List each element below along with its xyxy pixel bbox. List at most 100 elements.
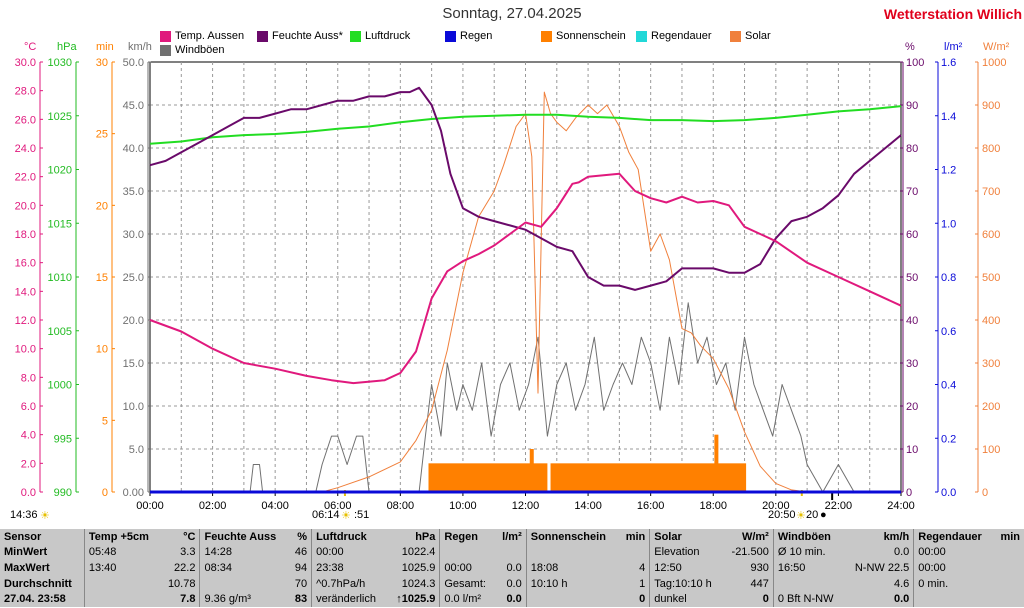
- sun-icon: ☀: [40, 510, 50, 522]
- table-header: °C: [183, 530, 196, 543]
- station-name[interactable]: Wetterstation Willich: [883, 6, 1022, 22]
- table-cell: Tag:10:10 h: [649, 575, 723, 592]
- sun-markers: 14:36 ☀ 06:14 ☀ :51 20:50 ☀ 20 ●: [0, 509, 1024, 523]
- legend-item-humidity[interactable]: Feuchte Auss*: [257, 30, 343, 42]
- axis-tick-label-minutes: 30: [96, 57, 108, 69]
- table-cell: 08:34: [199, 560, 289, 576]
- x-tick-label: 04:00: [261, 500, 289, 512]
- x-tick-label: 20:00: [762, 500, 790, 512]
- axis-tick-label-humidity: 0: [906, 487, 912, 499]
- axis-tick-label-pressure: 1020: [48, 165, 72, 177]
- sunshine-block: [550, 463, 747, 492]
- table-header: Regen: [439, 529, 496, 545]
- sunset-suffix: 20: [806, 509, 819, 521]
- table-cell: 1: [639, 577, 646, 590]
- sunrise-time: 06:14: [312, 509, 340, 521]
- axis-tick-label-wind: 5.0: [129, 444, 144, 456]
- legend-item-solar[interactable]: Solar: [730, 30, 771, 42]
- sunrise-suffix: :51: [354, 509, 370, 521]
- axis-tick-label-wind: 20.0: [123, 315, 144, 327]
- table-cell: 1024.3: [401, 577, 436, 590]
- axis-unit-solar: W/m²: [983, 41, 1010, 53]
- axis-tick-label-solar: 300: [982, 358, 1000, 370]
- axis-tick-label-temp: 4.0: [21, 430, 36, 442]
- table-cell: 930: [750, 561, 769, 574]
- axis-tick-label-rain: 0.4: [941, 380, 956, 392]
- table-cell: [619, 545, 650, 561]
- axis-tick-label-temp: 28.0: [15, 86, 36, 98]
- table-cell: 0.0: [506, 561, 522, 574]
- chart-grid: [149, 61, 902, 493]
- table-cell: [772, 575, 845, 592]
- table-cell: 94: [294, 561, 308, 574]
- axis-tick-label-temp: 26.0: [15, 114, 36, 126]
- x-tick-label: 22:00: [825, 500, 853, 512]
- axis-unit-minutes: min: [96, 41, 114, 53]
- table-cell: 7.8: [180, 593, 196, 606]
- table-cell: [439, 544, 496, 561]
- table-cell: Durchschnitt: [4, 577, 72, 590]
- axis-unit-temp: °C: [24, 41, 36, 53]
- legend-label-solar: Solar: [745, 30, 771, 42]
- axis-tick-label-wind: 30.0: [123, 229, 144, 241]
- table-header: %: [297, 530, 308, 543]
- table-cell: 0.0: [893, 546, 910, 559]
- axis-tick-label-pressure: 1030: [48, 57, 72, 69]
- table-header: Luftdruck: [311, 529, 388, 545]
- axis-tick-label-humidity: 90: [906, 100, 918, 112]
- table-header: Temp +5cm: [83, 529, 161, 545]
- axis-tick-label-rain: 1.0: [941, 218, 956, 230]
- axis-tick-label-solar: 700: [982, 186, 1000, 198]
- weather-chart: 00:00 02:00 04:00 06:00 08:00 10:00 12:00 14:00…: [15, 41, 1010, 512]
- table-cell: 0.0 l/m²: [439, 591, 496, 607]
- legend-item-pressure[interactable]: Luftdruck: [350, 30, 410, 42]
- sunset-icon: ☀: [796, 510, 806, 522]
- table-header: Windböen: [772, 529, 845, 545]
- legend-item-rain-duration[interactable]: Regendauer: [636, 30, 712, 42]
- x-tick-label: 10:00: [449, 500, 477, 512]
- table-header: Solar: [649, 529, 723, 545]
- table-cell: 12:50: [649, 560, 723, 576]
- moon-icon: ●: [820, 509, 827, 521]
- series-line-feuchte-auss-: [149, 86, 902, 291]
- x-tick-label: 08:00: [387, 500, 415, 512]
- axis-tick-label-temp: 0.0: [21, 487, 36, 499]
- table-cell: ↑1025.9: [396, 593, 436, 606]
- table-cell: MinWert: [4, 546, 48, 559]
- axis-tick-label-wind: 15.0: [123, 358, 144, 370]
- table-header: Regendauer: [913, 529, 994, 545]
- axis-tick-label-rain: 0.0: [941, 487, 956, 499]
- table-cell: 4.6: [893, 577, 910, 590]
- chart-title: Sonntag, 27.04.2025: [442, 5, 582, 22]
- sunshine-block: [428, 463, 548, 492]
- table-header: min: [1000, 530, 1020, 543]
- table-cell: 447: [750, 577, 769, 590]
- table-cell: [83, 575, 161, 592]
- left-time: 14:36: [10, 509, 38, 521]
- axis-tick-label-temp: 22.0: [15, 172, 36, 184]
- table-header: l/m²: [502, 530, 522, 543]
- axis-tick-label-humidity: 100: [906, 57, 924, 69]
- axis-tick-label-wind: 25.0: [123, 272, 144, 284]
- axis-tick-label-humidity: 30: [906, 358, 918, 370]
- table-row: Durchschnitt 10.78 70 ^0.7hPa/h 1024.3 G…: [0, 575, 1024, 592]
- axis-tick-label-temp: 14.0: [15, 286, 36, 298]
- axis-tick-label-minutes: 15: [96, 272, 108, 284]
- table-cell: 83: [294, 593, 308, 606]
- table-cell: 0: [762, 593, 769, 606]
- table-cell: 00:00: [913, 560, 994, 576]
- x-tick-label: 12:00: [512, 500, 540, 512]
- table-header: Feuchte Auss: [199, 529, 289, 545]
- table-cell: Gesamt:: [439, 575, 496, 592]
- axis-tick-label-wind: 45.0: [123, 100, 144, 112]
- axis-tick-label-solar: 800: [982, 143, 1000, 155]
- legend-item-temp[interactable]: Temp. Aussen: [160, 30, 244, 42]
- legend-item-sunshine[interactable]: Sonnenschein: [541, 30, 626, 42]
- legend-item-rain[interactable]: Regen: [445, 30, 492, 42]
- axis-tick-label-solar: 100: [982, 444, 1000, 456]
- table-cell: 16:50: [772, 560, 845, 576]
- legend-item-gusts[interactable]: Windböen: [160, 44, 225, 56]
- sunshine-spike: [714, 434, 719, 492]
- table-cell: [993, 545, 1024, 561]
- axis-tick-label-rain: 1.6: [941, 57, 956, 69]
